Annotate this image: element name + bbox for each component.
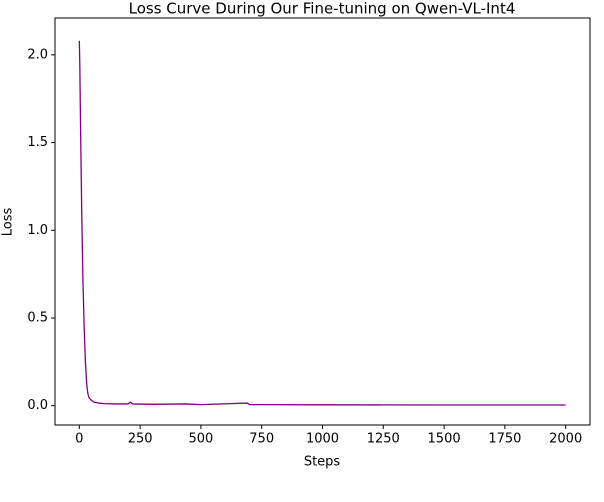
plot-frame [54,17,591,426]
y-axis-label: Loss [1,208,16,237]
y-tick-label: 1.5 [27,135,48,150]
y-tick-label: 1.0 [27,223,48,238]
chart-title: Loss Curve During Our Fine-tuning on Qwe… [129,0,516,18]
x-tick-label: 1750 [488,432,521,447]
x-tick-label: 2000 [549,432,582,447]
y-tick-label: 2.0 [27,47,48,62]
x-axis-label: Steps [304,455,341,470]
x-tick-label: 500 [188,432,213,447]
x-tick-label: 0 [75,432,83,447]
x-tick-label: 1500 [428,432,461,447]
line [78,40,566,406]
x-tick-label: 1250 [367,432,400,447]
y-tick-label: 0.0 [27,398,48,413]
x-tick-label: 1000 [306,432,339,447]
y-tick-label: 0.5 [27,310,48,325]
x-tick-label: 750 [249,432,274,447]
x-tick-label: 250 [128,432,153,447]
